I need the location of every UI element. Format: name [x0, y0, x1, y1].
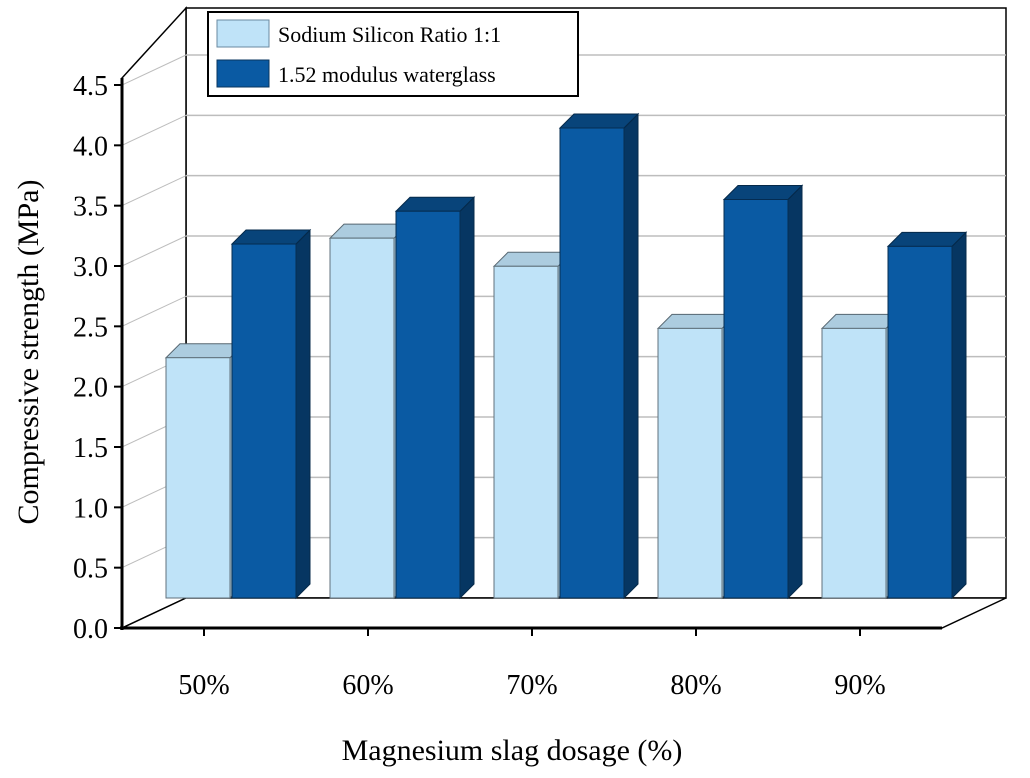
y-tick-labels: 0.0 0.5 1.0 1.5 2.0 2.5 3.0 3.5 4.0 4.5 [73, 71, 108, 645]
bar-side-face [951, 231, 967, 600]
x-category-labels: 50% 60% 70% 80% 90% [178, 670, 885, 701]
y-tick-label: 1.5 [73, 433, 108, 464]
y-tick-label: 2.0 [73, 373, 108, 404]
y-tick-label: 0.0 [73, 614, 108, 645]
bar-front-face [559, 127, 625, 599]
bar-front-face [165, 357, 231, 599]
x-category-label: 70% [506, 670, 557, 701]
x-category-label: 80% [670, 670, 721, 701]
legend-swatch-series-1 [216, 19, 270, 48]
bar [230, 228, 312, 600]
bar-series-group [164, 112, 968, 600]
y-tick-label: 3.5 [73, 192, 108, 223]
y-axis-title: Compressive strength (MPa) [12, 180, 45, 525]
floor [121, 597, 1007, 629]
legend-label-series-1: Sodium Silicon Ratio 1:1 [278, 22, 501, 47]
bar-front-face [657, 327, 723, 599]
x-category-label: 60% [342, 670, 393, 701]
bar-side-face [295, 228, 311, 600]
bar [492, 251, 574, 600]
y-tick-label: 4.0 [73, 131, 108, 162]
gridline-side [121, 295, 187, 327]
bar-front-face [493, 265, 559, 599]
legend-label-series-2: 1.52 modulus waterglass [278, 62, 496, 87]
legend-box [207, 11, 579, 97]
x-category-label: 50% [178, 670, 229, 701]
bar-top-face [230, 229, 312, 245]
gridline-side [121, 54, 187, 86]
y-tick-label: 1.0 [73, 493, 108, 524]
gridline-side [121, 114, 187, 146]
bar-front-face [395, 210, 461, 599]
legend: Sodium Silicon Ratio 1:1 1.52 modulus wa… [207, 11, 579, 97]
axes-group [114, 78, 942, 636]
bar-top-face [886, 231, 968, 247]
bar-top-face [558, 113, 640, 129]
bar-front-face [821, 327, 887, 599]
bar-top-face [394, 196, 476, 212]
bar [394, 196, 476, 600]
gridline-side [121, 175, 187, 207]
bar-top-face [722, 184, 804, 200]
x-axis-title: Magnesium slag dosage (%) [342, 734, 683, 767]
bar-front-face [231, 243, 297, 599]
bar-front-face [329, 237, 395, 599]
bar [558, 112, 640, 600]
y-tick-label: 0.5 [73, 554, 108, 585]
bar-side-face [787, 184, 803, 600]
x-category-label: 90% [834, 670, 885, 701]
y-tick-label: 3.0 [73, 252, 108, 283]
bar-side-face [459, 196, 475, 600]
y-tick-label: 2.5 [73, 312, 108, 343]
y-tick-label: 4.5 [73, 71, 108, 102]
legend-swatch-series-2 [216, 59, 270, 88]
bar [886, 231, 968, 600]
bar-front-face [723, 198, 789, 599]
gridline-side [121, 235, 187, 267]
bar-side-face [623, 112, 639, 600]
bar-front-face [887, 245, 953, 599]
bar [722, 184, 804, 600]
